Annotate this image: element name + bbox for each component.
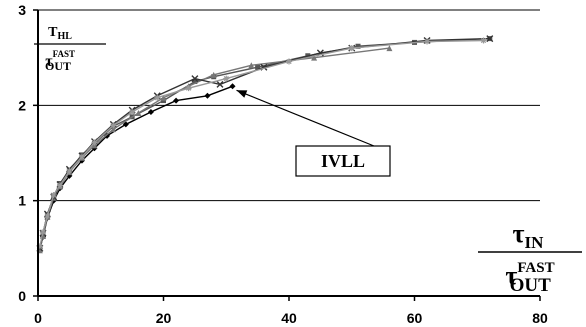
series-5-point-8: [91, 139, 98, 146]
series-1-point-12: [173, 97, 180, 104]
tick-labels: 0 20 40 60 80 0 1 2 3: [18, 2, 548, 326]
series-1-point-14: [229, 83, 236, 90]
annotation-box: [295, 145, 391, 177]
series-1-point-13: [204, 92, 211, 99]
series-3-point-11: [160, 94, 167, 101]
xlabel-num-sub: IN: [525, 233, 545, 252]
ylabel-den-main: τ: [45, 53, 53, 70]
annotation: IVLL: [236, 89, 391, 177]
y-axis-label: THL τFAST OUT: [34, 25, 106, 73]
series-5-line: [39, 39, 484, 247]
xlabel-den-main: τ: [505, 261, 517, 290]
series-2-line: [39, 37, 490, 249]
series-group: [36, 35, 494, 254]
series-2-point-12: [192, 79, 198, 84]
x-axis-label: τIN τFAST OUT: [478, 219, 582, 296]
svg-text:τIN: τIN: [513, 219, 545, 252]
series-4-line: [39, 37, 490, 249]
y-tick-label-0: 0: [18, 288, 26, 304]
series-5-point-7: [78, 153, 85, 160]
x-tick-label-0: 0: [34, 310, 42, 326]
series-5-point-1: [36, 243, 43, 250]
series-5: [36, 37, 487, 250]
series-4-point-12: [191, 75, 199, 83]
series-5-point-9: [110, 122, 117, 129]
series-1-line: [39, 85, 233, 249]
series-2-point-14: [255, 64, 261, 70]
xlabel-den-sub: OUT: [510, 275, 552, 296]
y-tick-label-3: 3: [18, 2, 26, 18]
series-5-point-17: [480, 37, 487, 44]
svg-text:THL: THL: [48, 25, 72, 42]
x-tick-label-80: 80: [532, 310, 548, 326]
ylabel-den-sub: OUT: [45, 59, 71, 73]
series-5-point-2: [40, 229, 47, 236]
series-3-point-15: [311, 54, 318, 61]
ylabel-den-sup: FAST: [53, 49, 75, 59]
series-5-point-14: [286, 58, 292, 65]
series-1-point-11: [147, 109, 154, 116]
grid-lines: [38, 9, 540, 202]
x-tick-label-20: 20: [156, 310, 172, 326]
x-tick-label-60: 60: [407, 310, 423, 326]
series-5-point-10: [129, 109, 136, 116]
series-5-point-6: [66, 168, 73, 175]
series-2-point-16: [355, 43, 361, 49]
ylabel-num-sub: HL: [57, 31, 72, 42]
xlabel-den-sup: FAST: [517, 260, 554, 276]
axes: [33, 9, 541, 301]
series-5-point-15: [348, 45, 355, 52]
y-tick-label-1: 1: [18, 193, 26, 209]
xlabel-num-main: τ: [513, 219, 525, 248]
x-tick-label-40: 40: [281, 310, 297, 326]
y-tick-label-2: 2: [18, 97, 26, 113]
annotation-label: IVLL: [321, 151, 365, 171]
series-5-point-16: [424, 38, 431, 45]
annotation-arrow-line: [236, 89, 375, 147]
series-3-point-10: [135, 109, 142, 116]
series-5-point-13: [223, 75, 230, 82]
series-4-point-18: [486, 35, 494, 43]
series-4-point-13: [216, 80, 224, 88]
series-5-point-5: [56, 182, 63, 189]
ylabel-num-main: T: [48, 25, 58, 40]
series-3-point-9: [110, 126, 117, 133]
series-5-point-3: [44, 212, 51, 219]
series-3-point-13: [210, 71, 217, 78]
series-3-point-16: [386, 45, 393, 52]
series-5-point-4: [50, 191, 57, 198]
series-3-point-14: [248, 62, 255, 69]
series-5-point-12: [185, 85, 192, 92]
annotation-arrowhead: [236, 90, 248, 98]
series-5-point-11: [154, 94, 161, 101]
